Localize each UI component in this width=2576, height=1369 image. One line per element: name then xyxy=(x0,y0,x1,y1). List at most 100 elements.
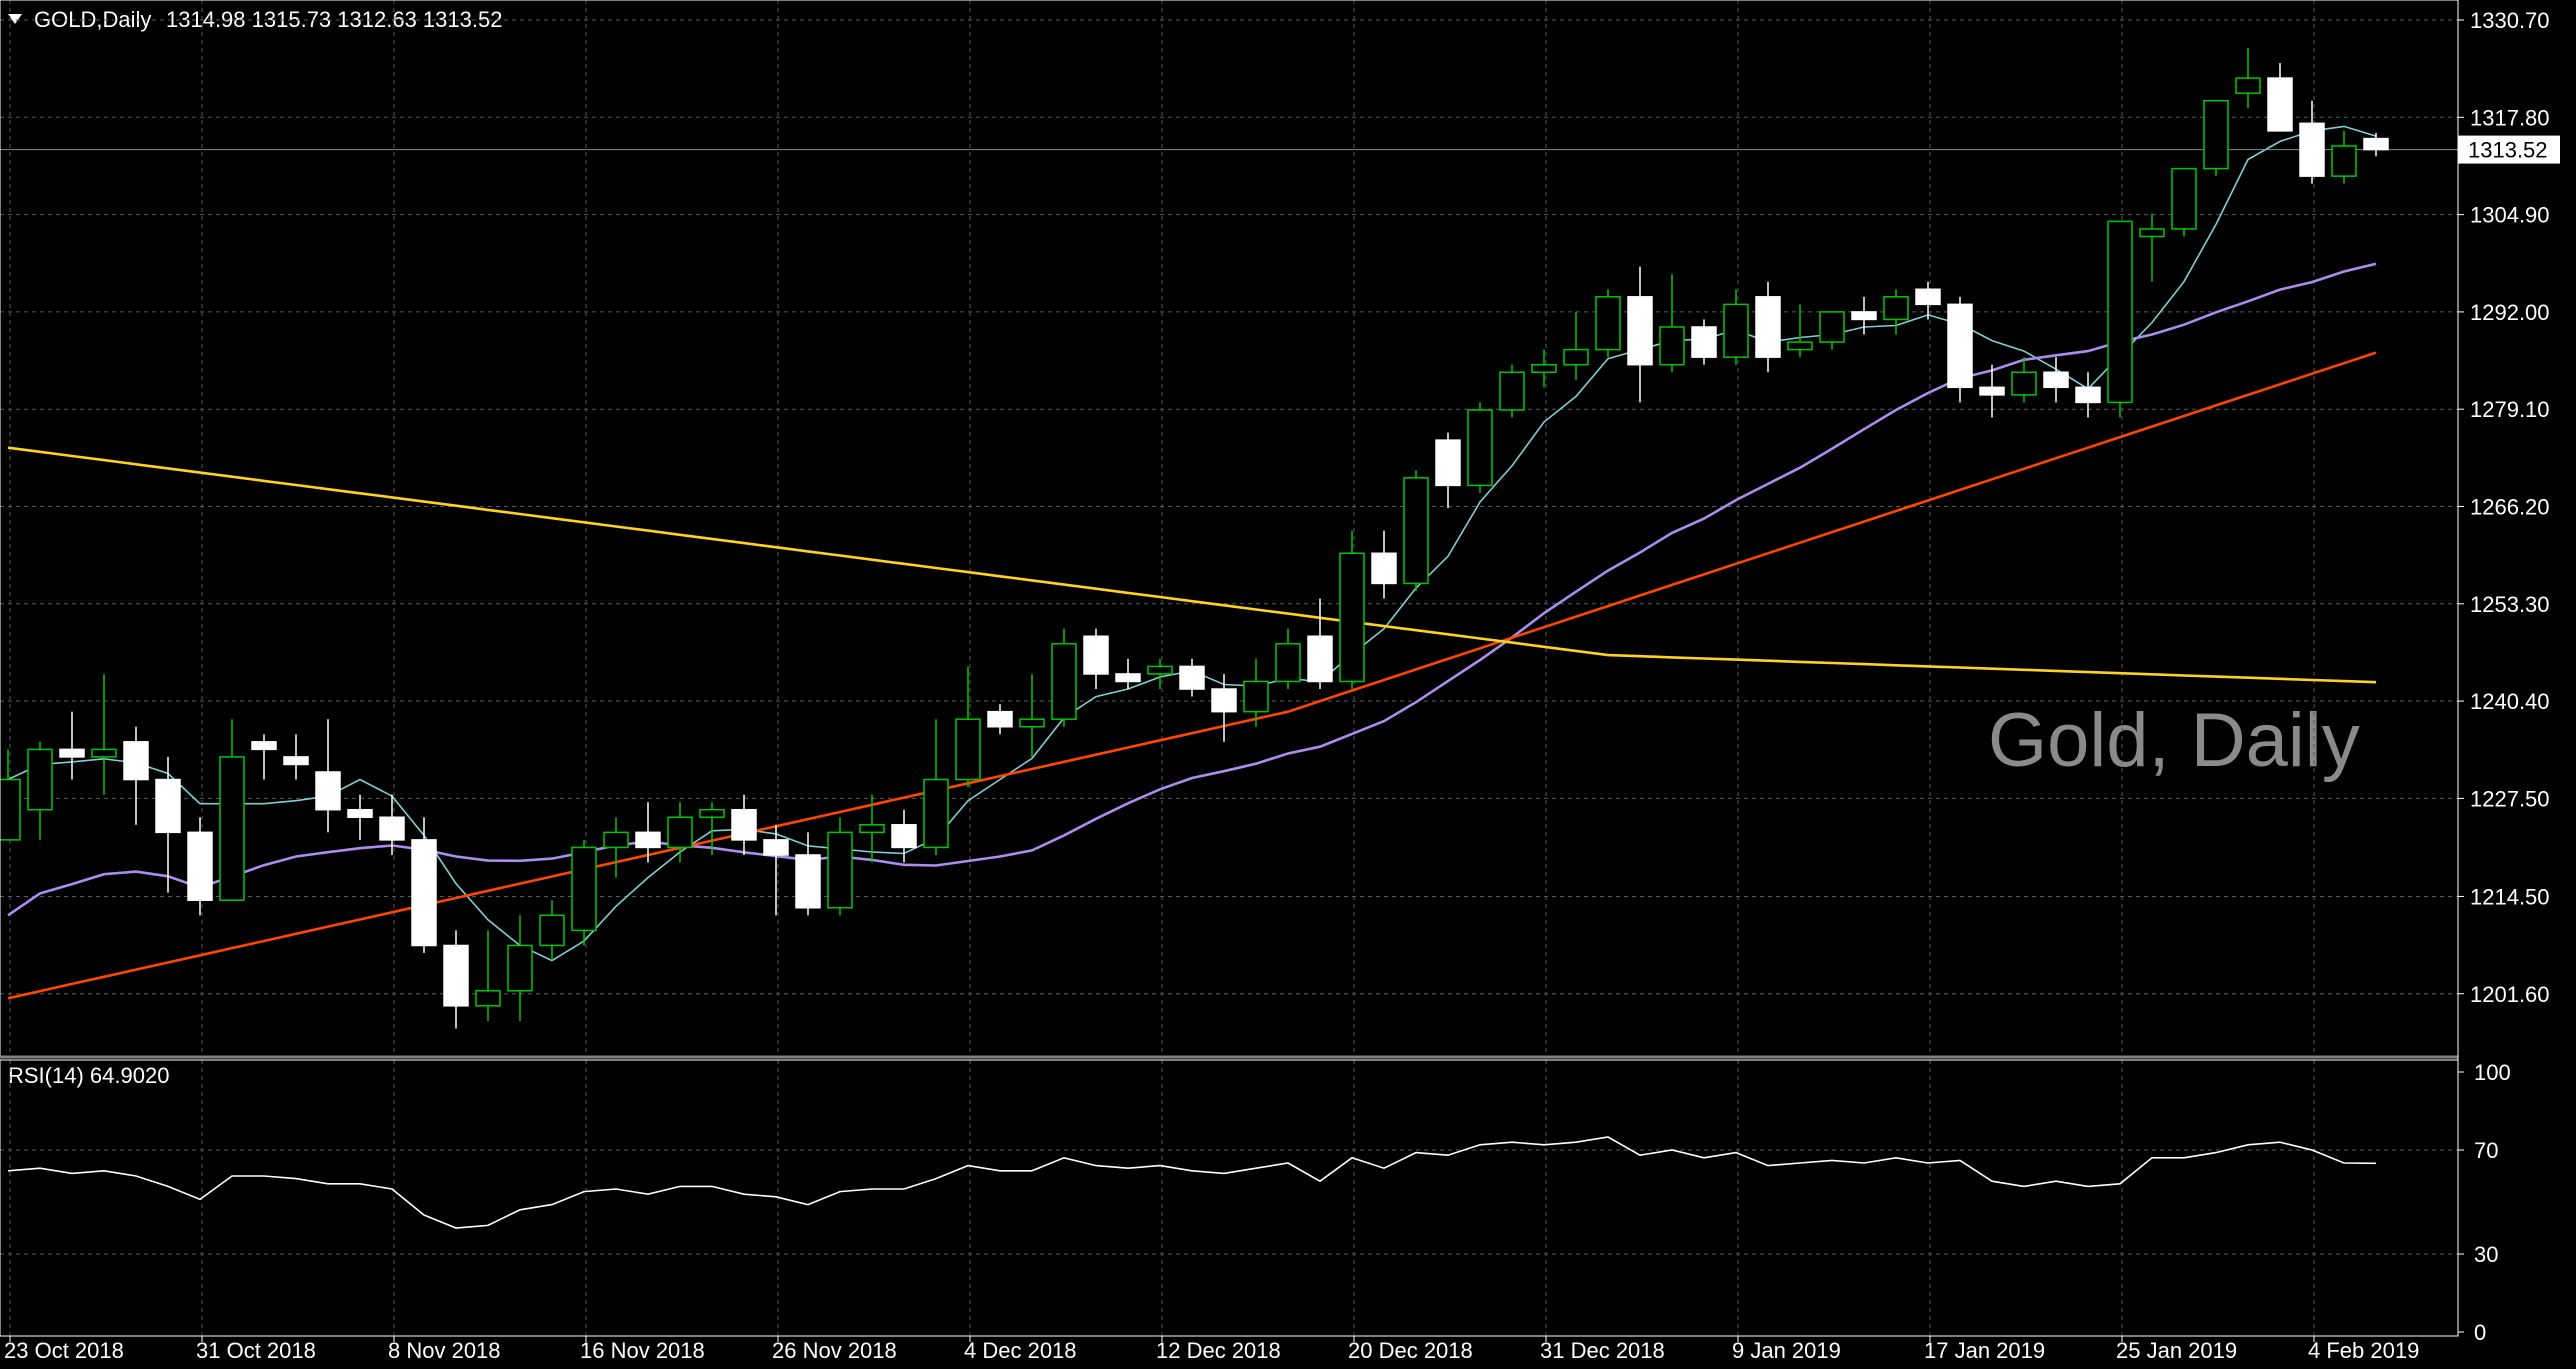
ma-fast-line xyxy=(7,125,2377,962)
candle xyxy=(1883,289,1909,335)
price-tick-label: 1304.90 xyxy=(2470,203,2550,228)
candle xyxy=(27,741,53,840)
price-tick-label: 1214.50 xyxy=(2470,884,2550,909)
candle-body xyxy=(763,839,789,856)
candle xyxy=(2235,47,2261,109)
candle-body xyxy=(571,846,597,932)
candle xyxy=(1787,304,1813,358)
candle xyxy=(1947,296,1973,403)
candle-body xyxy=(1147,665,1173,675)
candle xyxy=(315,719,341,833)
candle xyxy=(827,817,853,916)
candle-body xyxy=(379,816,405,841)
candle xyxy=(603,817,629,878)
candle-body xyxy=(1883,296,1909,321)
candle-body xyxy=(2171,167,2197,230)
candle xyxy=(1979,364,2005,418)
candle xyxy=(1755,281,1781,373)
candle xyxy=(859,794,885,863)
candle xyxy=(1083,628,1109,690)
candle-body xyxy=(1947,303,1973,389)
dropdown-triangle-icon[interactable] xyxy=(8,14,22,24)
candle xyxy=(2139,213,2165,282)
candle xyxy=(1531,349,1557,388)
candle xyxy=(2203,99,2229,177)
candle-body xyxy=(251,741,277,751)
candle-body xyxy=(699,808,725,819)
candle-body xyxy=(123,741,149,781)
candle-body xyxy=(1019,718,1045,728)
candle-body xyxy=(635,831,661,849)
price-tick-label: 1292.00 xyxy=(2470,300,2550,325)
price-tick-label: 1201.60 xyxy=(2470,982,2550,1007)
date-tick-label: 26 Nov 2018 xyxy=(772,1338,897,1363)
candle-body xyxy=(1563,348,1589,366)
candle xyxy=(59,711,85,780)
candle xyxy=(347,794,373,840)
candle xyxy=(699,802,725,855)
ma-mid-line xyxy=(7,262,2377,917)
candle xyxy=(443,930,469,1029)
date-tick-label: 17 Jan 2019 xyxy=(1924,1338,2045,1363)
candle-body xyxy=(443,944,469,1007)
candle xyxy=(0,749,21,841)
candle xyxy=(923,719,949,855)
chart-watermark: Gold, Daily xyxy=(1988,698,2360,783)
candle xyxy=(1915,281,1941,320)
candle xyxy=(91,673,117,795)
candlesticks xyxy=(0,47,2389,1029)
rsi-tick-label: 0 xyxy=(2474,1320,2486,1345)
candle-body xyxy=(923,778,949,849)
candle xyxy=(731,794,757,855)
candle xyxy=(187,817,213,916)
date-tick-label: 20 Dec 2018 xyxy=(1348,1338,1473,1363)
candle xyxy=(2011,357,2037,403)
date-tick-label: 25 Jan 2019 xyxy=(2116,1338,2237,1363)
candle xyxy=(2171,167,2197,237)
grid-lines xyxy=(0,0,2458,1336)
candle xyxy=(1467,402,1493,493)
candle xyxy=(955,666,981,788)
candle-body xyxy=(1083,635,1109,675)
rsi-tick-label: 30 xyxy=(2474,1242,2498,1267)
candle-body xyxy=(2331,145,2357,177)
candle xyxy=(2331,130,2357,184)
candle-body xyxy=(315,771,341,811)
candle-body xyxy=(1115,673,1141,683)
rsi-tick-label: 70 xyxy=(2474,1138,2498,1163)
candle-body xyxy=(1371,552,1397,585)
candle-body xyxy=(1467,409,1493,487)
candle xyxy=(1211,673,1237,742)
candle-body xyxy=(1307,635,1333,683)
candle-body xyxy=(219,756,245,901)
candle-body xyxy=(539,914,565,947)
candle-body xyxy=(1403,477,1429,585)
candle xyxy=(1371,530,1397,599)
ohlc-values: 1314.98 1315.73 1312.63 1313.52 xyxy=(166,7,503,32)
candle-body xyxy=(955,718,981,781)
candle-body xyxy=(891,824,917,849)
candle-body xyxy=(2139,228,2165,238)
candle xyxy=(1819,311,1845,350)
candle-body xyxy=(411,839,437,947)
candle-body xyxy=(795,854,821,909)
candle-body xyxy=(731,808,757,841)
candle xyxy=(1435,432,1461,509)
rsi-line xyxy=(7,1136,2377,1229)
candle xyxy=(219,719,245,901)
ma-slow-line xyxy=(7,351,2377,1000)
candle xyxy=(2267,62,2293,132)
candle-body xyxy=(827,831,853,909)
candle-body xyxy=(2043,371,2069,389)
candle xyxy=(155,756,181,893)
date-tick-label: 12 Dec 2018 xyxy=(1156,1338,1281,1363)
candle xyxy=(1275,628,1301,690)
candle xyxy=(667,802,693,863)
price-tick-label: 1240.40 xyxy=(2470,689,2550,714)
candle xyxy=(891,809,917,863)
candle xyxy=(1627,266,1653,403)
candle-body xyxy=(1691,326,1717,358)
rsi-panel xyxy=(7,1136,2377,1229)
